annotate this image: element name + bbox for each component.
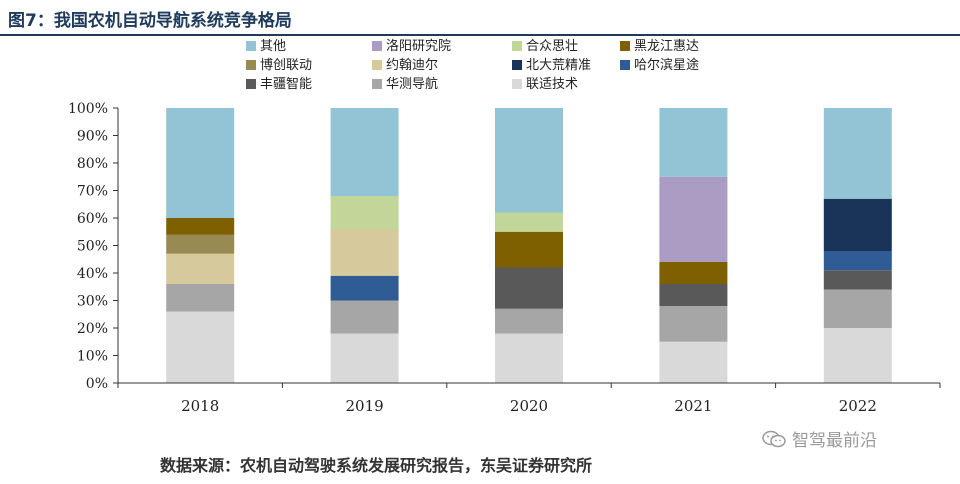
y-tick-label: 90% [77, 129, 108, 145]
bar-segment [166, 108, 235, 218]
legend-swatch [372, 41, 382, 51]
bar-segment [330, 300, 399, 334]
watermark: 智驾最前沿 [762, 426, 877, 451]
legend-swatch [372, 79, 382, 89]
bar-segment [823, 328, 892, 383]
legend-swatch [246, 79, 256, 89]
y-tick-label: 20% [77, 321, 108, 337]
legend-swatch [512, 41, 522, 51]
legend-swatch [512, 79, 522, 89]
bar-segment [495, 212, 563, 232]
legend-swatch [620, 60, 630, 70]
bar-segment [330, 108, 399, 196]
y-axis: 0% 10% 20% 30% 40% 50% 60% 70% 80% 90% 100% [68, 101, 119, 392]
x-tick-label: 2021 [674, 397, 712, 415]
y-tick-label: 10% [77, 349, 108, 365]
bar-segment [823, 270, 892, 290]
legend-label: 博创联动 [260, 58, 312, 73]
legend-swatch [372, 60, 382, 70]
legend-label: 合众思壮 [526, 39, 578, 54]
legend-label: 哈尔滨星途 [634, 57, 699, 73]
legend-label: 黑龙江惠达 [634, 39, 699, 54]
title-divider [0, 34, 960, 36]
y-tick-label: 0% [86, 376, 108, 392]
bar-segment [166, 311, 235, 383]
x-tick-label: 2020 [510, 397, 548, 415]
bar-series-group [166, 108, 892, 383]
legend-label: 联适技术 [526, 77, 578, 92]
bar-segment [495, 267, 563, 309]
bar-segment [330, 333, 399, 383]
y-tick-label: 40% [77, 266, 108, 282]
bar-segment [166, 218, 235, 235]
x-tick-label: 2018 [181, 397, 219, 415]
x-tick-label: 2022 [839, 397, 877, 415]
bar-segment [823, 198, 892, 251]
y-tick-label: 70% [77, 184, 108, 200]
bar-segment [659, 108, 728, 177]
legend-label: 丰疆智能 [260, 77, 312, 92]
bar-segment [495, 333, 563, 383]
x-axis: 2018 2019 2020 2021 2022 [117, 382, 941, 415]
bar-segment [823, 108, 892, 199]
bar-segment [659, 341, 728, 383]
bar-segment [495, 231, 563, 268]
bar-segment [330, 275, 399, 301]
source-note: 数据来源：农机自动驾驶系统发展研究报告，东吴证券研究所 [160, 456, 593, 475]
wechat-icon [762, 430, 786, 447]
x-tick-label: 2019 [346, 397, 384, 415]
bar-segment [659, 176, 728, 262]
bar-segment [659, 262, 728, 284]
legend-label: 其他 [260, 39, 286, 54]
y-tick-label: 60% [77, 211, 108, 227]
bar-segment [330, 196, 399, 229]
figure-title: 图7：我国农机自动导航系统竞争格局 [8, 11, 292, 31]
bar-segment [166, 234, 235, 254]
bar-segment [330, 229, 399, 276]
bar-segment [166, 284, 235, 312]
bar-segment [495, 108, 563, 213]
bar-segment [659, 284, 728, 306]
watermark-text: 智驾最前沿 [792, 431, 877, 451]
legend-swatch [246, 41, 256, 51]
y-tick-label: 100% [68, 101, 108, 117]
bar-segment [495, 308, 563, 334]
bar-segment [659, 306, 728, 342]
y-tick-label: 50% [77, 239, 108, 255]
legend-swatch [512, 60, 522, 70]
bar-segment [823, 289, 892, 328]
y-tick-label: 30% [77, 294, 108, 310]
bar-segment [166, 253, 235, 284]
legend-swatch [246, 60, 256, 70]
legend-label: 北大荒精准 [526, 58, 591, 73]
legend-label: 洛阳研究院 [386, 39, 451, 54]
y-tick-label: 80% [77, 156, 108, 172]
legend-label: 约翰迪尔 [386, 58, 438, 73]
legend-swatch [620, 41, 630, 51]
bar-segment [823, 251, 892, 271]
legend-label: 华测导航 [386, 76, 438, 92]
